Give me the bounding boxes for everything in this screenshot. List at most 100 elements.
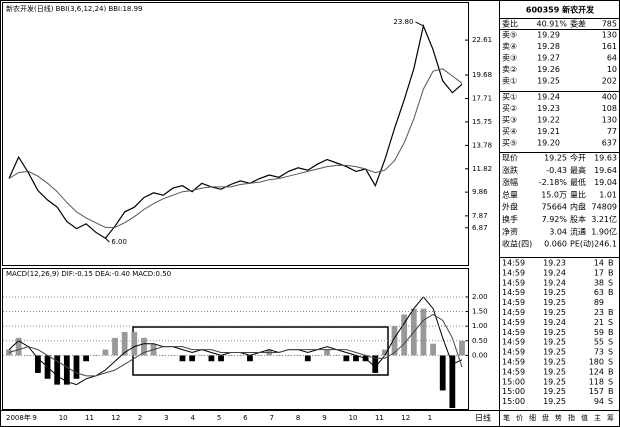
side-tab[interactable]: 主 bbox=[594, 413, 601, 422]
side-tab[interactable]: 细 bbox=[529, 413, 536, 422]
annotation-tick bbox=[105, 237, 110, 243]
macd-bar bbox=[179, 355, 186, 362]
quote-cell: 卖② bbox=[502, 65, 517, 74]
quote-cell: 19.25 bbox=[537, 77, 560, 86]
quote-cell: 10 bbox=[607, 65, 617, 74]
y-tick-label: 1.50 bbox=[472, 308, 488, 316]
y-tick-label: 6.87 bbox=[472, 224, 488, 232]
quote-cell: 89 bbox=[594, 298, 604, 307]
macd-bar bbox=[430, 343, 436, 356]
quote-cell: B bbox=[608, 268, 614, 277]
quote-cell: 14:59 bbox=[502, 259, 525, 268]
macd-bar bbox=[121, 332, 128, 356]
x-tick-label: 1 bbox=[428, 414, 432, 422]
quote-cell: 55 bbox=[594, 338, 604, 347]
quote-cell: 19.21 bbox=[537, 127, 560, 136]
quote-cell: 19.25 bbox=[543, 288, 566, 297]
side-tab[interactable]: 筹 bbox=[607, 413, 614, 422]
quote-cell: 19.25 bbox=[544, 154, 567, 163]
quote-cell: 19.25 bbox=[543, 397, 566, 406]
side-tab[interactable]: 值 bbox=[581, 413, 588, 422]
side-tab[interactable]: 盘 bbox=[542, 413, 549, 422]
macd-bar bbox=[401, 314, 408, 356]
quote-cell: 74809 bbox=[592, 203, 617, 212]
x-tick-label: 2 bbox=[138, 414, 142, 422]
macd-bar bbox=[63, 355, 70, 385]
macd-bar bbox=[15, 337, 22, 356]
side-tab[interactable]: 价 bbox=[516, 414, 523, 422]
x-tick-label: 4 bbox=[190, 414, 195, 422]
quote-cell: 流通 bbox=[570, 226, 586, 236]
y-tick-label: 13.78 bbox=[472, 141, 492, 149]
annotation-label: 23.80 bbox=[393, 18, 413, 26]
quote-cell: B bbox=[608, 308, 614, 317]
macd-bar bbox=[324, 349, 330, 356]
y-tick-label: 9.86 bbox=[472, 188, 488, 196]
quote-cell: 涨跌 bbox=[502, 165, 518, 175]
quote-cell: 180 bbox=[589, 358, 604, 367]
macd-bar bbox=[35, 355, 41, 373]
quote-cell: 买③ bbox=[502, 116, 517, 125]
macd-bar bbox=[382, 349, 388, 356]
quote-cell: S bbox=[608, 318, 613, 327]
quote-cell: 19.24 bbox=[543, 268, 566, 277]
macd-bar bbox=[372, 355, 379, 373]
quote-cell: 400 bbox=[602, 93, 617, 102]
side-tab[interactable]: 势 bbox=[555, 413, 562, 422]
quote-cell: 委差 bbox=[570, 19, 586, 29]
x-tick-label: 12 bbox=[111, 414, 120, 422]
quote-cell: 59 bbox=[594, 328, 604, 337]
quote-cell: 38 bbox=[594, 278, 604, 287]
quote-cell: 202 bbox=[602, 77, 617, 86]
side-tab[interactable]: 笔 bbox=[503, 413, 510, 422]
y-tick-label: 17.71 bbox=[472, 95, 492, 103]
quote-cell: 3.04 bbox=[549, 227, 567, 236]
quote-cell: 785 bbox=[602, 20, 617, 29]
macd-bar bbox=[295, 355, 302, 356]
quote-cell: 63 bbox=[594, 288, 604, 297]
quote-cell: 14:59 bbox=[502, 318, 525, 327]
quote-cell: 1.01 bbox=[599, 190, 617, 199]
macd-bar bbox=[218, 355, 224, 362]
macd-bar bbox=[112, 337, 118, 356]
quote-cell: 19.25 bbox=[543, 367, 566, 376]
quote-cell: 14:59 bbox=[502, 348, 525, 357]
price-title: 新农开发(日线) BBI(3,6,12,24) BBI:18.99 bbox=[6, 4, 143, 13]
quote-cell: B bbox=[608, 259, 614, 268]
quote-cell: 15.0万 bbox=[541, 190, 567, 199]
quote-cell: 19.25 bbox=[543, 298, 566, 307]
macd-bar bbox=[160, 355, 167, 356]
macd-bar bbox=[343, 355, 350, 362]
macd-bar bbox=[227, 355, 234, 356]
quote-cell: 637 bbox=[602, 139, 617, 148]
quote-cell: 卖⑤ bbox=[502, 31, 517, 40]
bbi-line bbox=[8, 68, 463, 228]
quote-cell: 64 bbox=[607, 54, 617, 63]
quote-cell: -2.18% bbox=[539, 178, 568, 187]
quote-cell: 股本 bbox=[570, 214, 586, 224]
macd-bar bbox=[256, 355, 263, 356]
macd-bar bbox=[459, 340, 465, 356]
macd-bar bbox=[208, 355, 215, 362]
x-tick-label: 2008年 bbox=[6, 413, 31, 422]
macd-bar bbox=[73, 355, 80, 379]
quote-cell: 收益(四) bbox=[502, 239, 532, 249]
y-tick-label: 2.00 bbox=[472, 293, 488, 301]
period-tab[interactable]: 日线 bbox=[475, 413, 491, 423]
quote-cell: B bbox=[608, 367, 614, 376]
quote-cell: 量比 bbox=[570, 189, 586, 199]
quote-cell: -0.43 bbox=[546, 166, 567, 175]
quote-cell: 14:59 bbox=[502, 288, 525, 297]
quote-cell: 14:59 bbox=[502, 358, 525, 367]
quote-cell: 买① bbox=[502, 93, 517, 102]
x-tick-label: 7 bbox=[270, 414, 274, 422]
x-tick-label: 9 bbox=[32, 414, 36, 422]
side-tab[interactable]: 指 bbox=[568, 413, 575, 422]
quote-cell: 19.24 bbox=[543, 278, 566, 287]
quote-cell: 40.91% bbox=[536, 20, 567, 29]
quote-cell: 卖① bbox=[502, 77, 517, 86]
quote-cell: 118 bbox=[589, 377, 604, 386]
quote-cell: 19.20 bbox=[537, 139, 560, 148]
macd-bar bbox=[314, 355, 321, 356]
